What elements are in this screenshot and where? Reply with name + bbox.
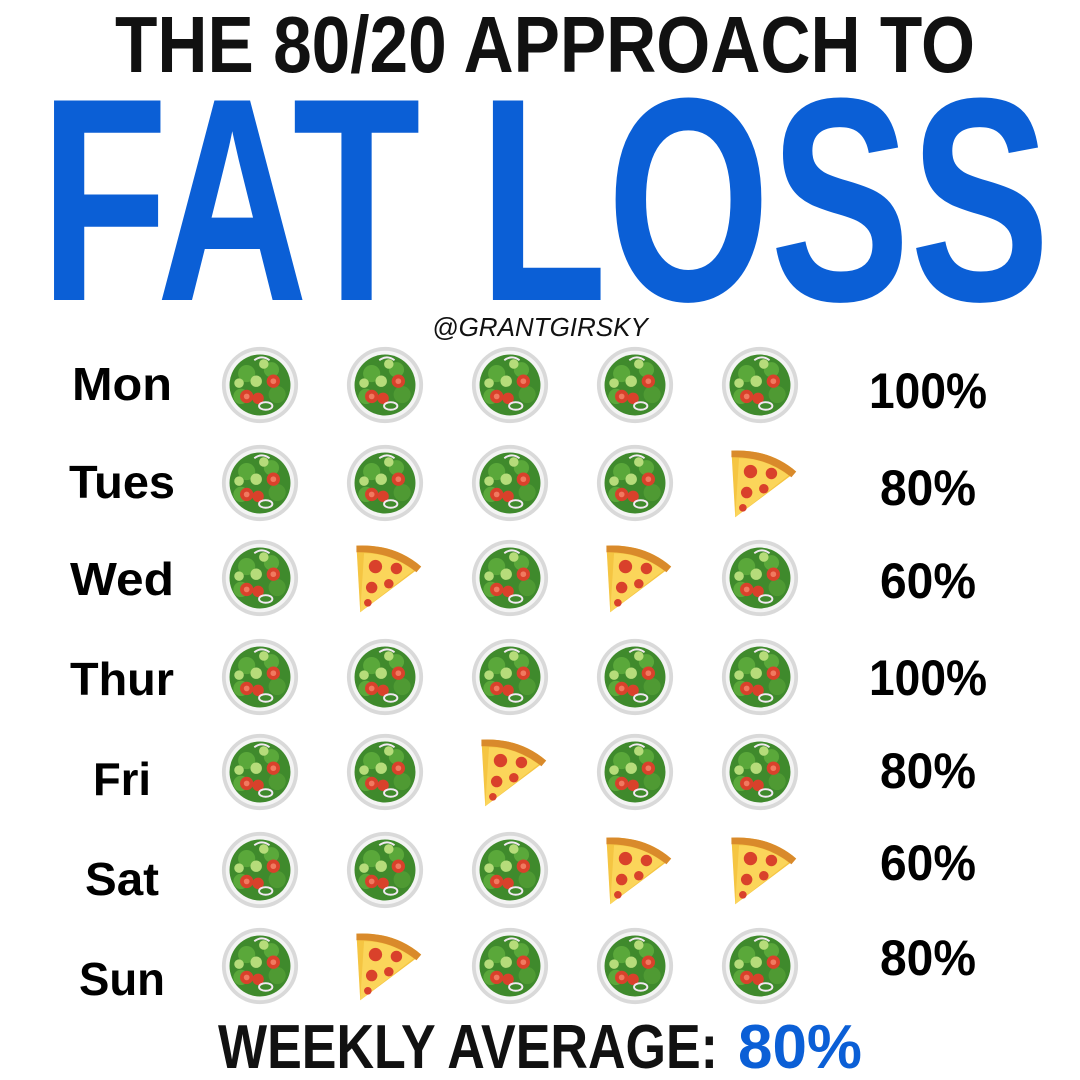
salad-icon xyxy=(220,443,300,523)
salad-icon xyxy=(220,538,300,618)
pizza-icon xyxy=(606,837,672,905)
pizza-icon xyxy=(606,545,672,613)
salad-icon xyxy=(470,443,550,523)
percents: 100% 80% 60% 100% 80% 60% 80% xyxy=(869,363,987,986)
salad-icon xyxy=(220,637,300,717)
days: Mon Tues Wed Thur Fri Sat Sun xyxy=(69,358,175,1005)
salad-icon xyxy=(595,443,675,523)
salad-icon xyxy=(345,637,425,717)
salad-icon xyxy=(345,345,425,425)
pizza-icon xyxy=(356,933,422,1001)
salad-icon xyxy=(595,345,675,425)
salad-icon xyxy=(470,538,550,618)
footer-value: 80% xyxy=(738,1013,862,1080)
day-label: Thur xyxy=(70,653,174,705)
salad-icon xyxy=(720,637,800,717)
percent-label: 80% xyxy=(880,460,976,516)
pizza-icon xyxy=(481,739,547,807)
salad-icon xyxy=(595,926,675,1006)
pizza-icon xyxy=(731,837,797,905)
salad-icon xyxy=(220,830,300,910)
percent-label: 60% xyxy=(880,553,976,609)
pizza-icon xyxy=(356,545,422,613)
salad-icon xyxy=(470,345,550,425)
title-line2: FAT LOSS xyxy=(40,38,1050,362)
percent-label: 60% xyxy=(880,835,976,891)
day-label: Sun xyxy=(79,953,165,1005)
footer-label: WEEKLY AVERAGE: xyxy=(218,1013,718,1080)
meal-grid xyxy=(220,345,800,1006)
percent-label: 100% xyxy=(869,363,987,419)
day-label: Tues xyxy=(69,456,175,508)
salad-icon xyxy=(595,637,675,717)
day-label: Sat xyxy=(85,853,159,905)
salad-icon xyxy=(595,732,675,812)
salad-icon xyxy=(345,443,425,523)
salad-icon xyxy=(220,345,300,425)
handle: @GRANTGIRSKY xyxy=(432,312,649,342)
salad-icon xyxy=(470,830,550,910)
salad-icon xyxy=(220,926,300,1006)
percent-label: 80% xyxy=(880,743,976,799)
salad-icon xyxy=(720,732,800,812)
salad-icon xyxy=(720,345,800,425)
salad-icon xyxy=(720,538,800,618)
salad-icon xyxy=(470,926,550,1006)
salad-icon xyxy=(345,830,425,910)
salad-icon xyxy=(345,732,425,812)
day-label: Mon xyxy=(72,358,172,410)
salad-icon xyxy=(220,732,300,812)
pizza-icon xyxy=(731,450,797,518)
percent-label: 100% xyxy=(869,650,987,706)
day-label: Fri xyxy=(93,753,151,805)
salad-icon xyxy=(720,926,800,1006)
salad-icon xyxy=(470,637,550,717)
title-line1: THE 80/20 APPROACH TO xyxy=(115,0,975,89)
percent-label: 80% xyxy=(880,930,976,986)
day-label: Wed xyxy=(70,553,174,605)
